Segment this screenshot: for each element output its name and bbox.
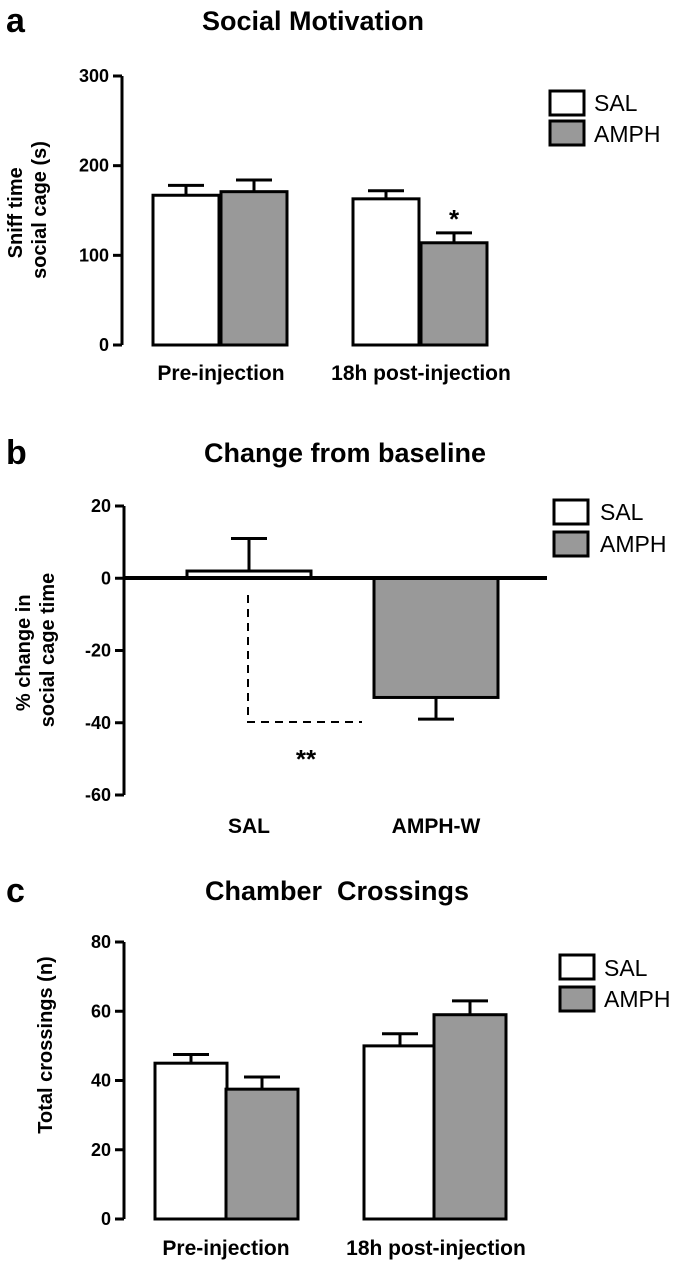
chart-title: Chamber Crossings [205, 876, 469, 906]
y-tick-label: 0 [101, 1209, 111, 1229]
bar-amph [419, 241, 489, 347]
y-tick-label: 200 [79, 156, 109, 176]
category-label: AMPH-W [392, 815, 481, 838]
legend-swatch-amph [552, 530, 590, 558]
panel-b: b Change from baseline % change in socia… [6, 434, 666, 838]
bar-amph [372, 576, 500, 699]
legend-label: AMPH [600, 531, 666, 557]
bars [153, 999, 508, 1221]
bar-sal [151, 193, 221, 347]
category-label: 18h post-injection [346, 1237, 526, 1260]
category-label: Pre-injection [162, 1237, 289, 1260]
legend-label: SAL [604, 955, 648, 981]
legend: SAL AMPH [558, 953, 670, 1013]
y-axis-label: % change in social cage time [13, 573, 59, 728]
bar-amph [224, 1087, 300, 1221]
y-tick-label: -20 [85, 641, 111, 661]
legend-label: SAL [594, 90, 638, 116]
bar-amph [219, 190, 289, 347]
y-axis-label: Sniff time social cage (s) [5, 141, 51, 279]
panel-letter: c [6, 872, 25, 910]
legend-label: SAL [600, 499, 644, 525]
y-tick-label: -60 [85, 785, 111, 805]
legend-swatch-sal [552, 498, 590, 526]
y-tick-label: -40 [85, 713, 111, 733]
panel-a: a Social Motivation Sniff time social ca… [5, 2, 660, 385]
bars [185, 537, 500, 721]
category-label: SAL [228, 815, 270, 838]
significance-marker: * [449, 204, 460, 234]
significance-bracket [247, 595, 362, 723]
y-axis-label-line: social cage time [37, 573, 59, 728]
legend-swatch-amph [548, 119, 586, 147]
y-tick-label: 40 [91, 1071, 111, 1091]
legend-label: AMPH [604, 986, 670, 1012]
bar-amph [432, 1013, 508, 1221]
y-tick-label: 60 [91, 1001, 111, 1021]
y-ticks: 0 100 200 300 [79, 66, 122, 355]
y-ticks: -60 -40 -20 0 20 [85, 496, 124, 805]
chart-title: Change from baseline [204, 438, 486, 468]
chart-title: Social Motivation [202, 6, 424, 36]
y-tick-label: 0 [99, 335, 109, 355]
category-label: 18h post-injection [331, 362, 511, 385]
y-axis-label: Total crossings (n) [35, 956, 57, 1133]
bars [151, 178, 489, 347]
y-tick-label: 0 [101, 568, 111, 588]
y-axis-label-line: Total crossings (n) [35, 956, 57, 1133]
legend-swatch-amph [558, 985, 596, 1013]
legend: SAL AMPH [548, 89, 660, 147]
panel-c: c Chamber Crossings Total crossings (n) … [6, 872, 670, 1260]
y-tick-label: 20 [91, 1140, 111, 1160]
y-tick-label: 20 [91, 496, 111, 516]
legend: SAL AMPH [552, 498, 666, 558]
panel-letter: a [6, 2, 26, 40]
bar-sal [362, 1044, 438, 1221]
bar-sal [153, 1061, 229, 1221]
y-axis-label-line: % change in [13, 594, 35, 711]
bar-sal [351, 197, 421, 347]
significance-marker: ** [296, 744, 317, 774]
legend-swatch-sal [548, 89, 586, 117]
y-tick-label: 300 [79, 66, 109, 86]
panel-letter: b [6, 434, 27, 472]
y-axis-label-line: Sniff time [5, 167, 27, 258]
legend-label: AMPH [594, 121, 660, 147]
y-tick-label: 80 [91, 932, 111, 952]
category-label: Pre-injection [157, 362, 284, 385]
legend-swatch-sal [558, 953, 596, 981]
y-axis-label-line: social cage (s) [29, 141, 51, 279]
y-tick-label: 100 [79, 245, 109, 265]
y-ticks: 0 20 40 60 80 [91, 932, 124, 1229]
